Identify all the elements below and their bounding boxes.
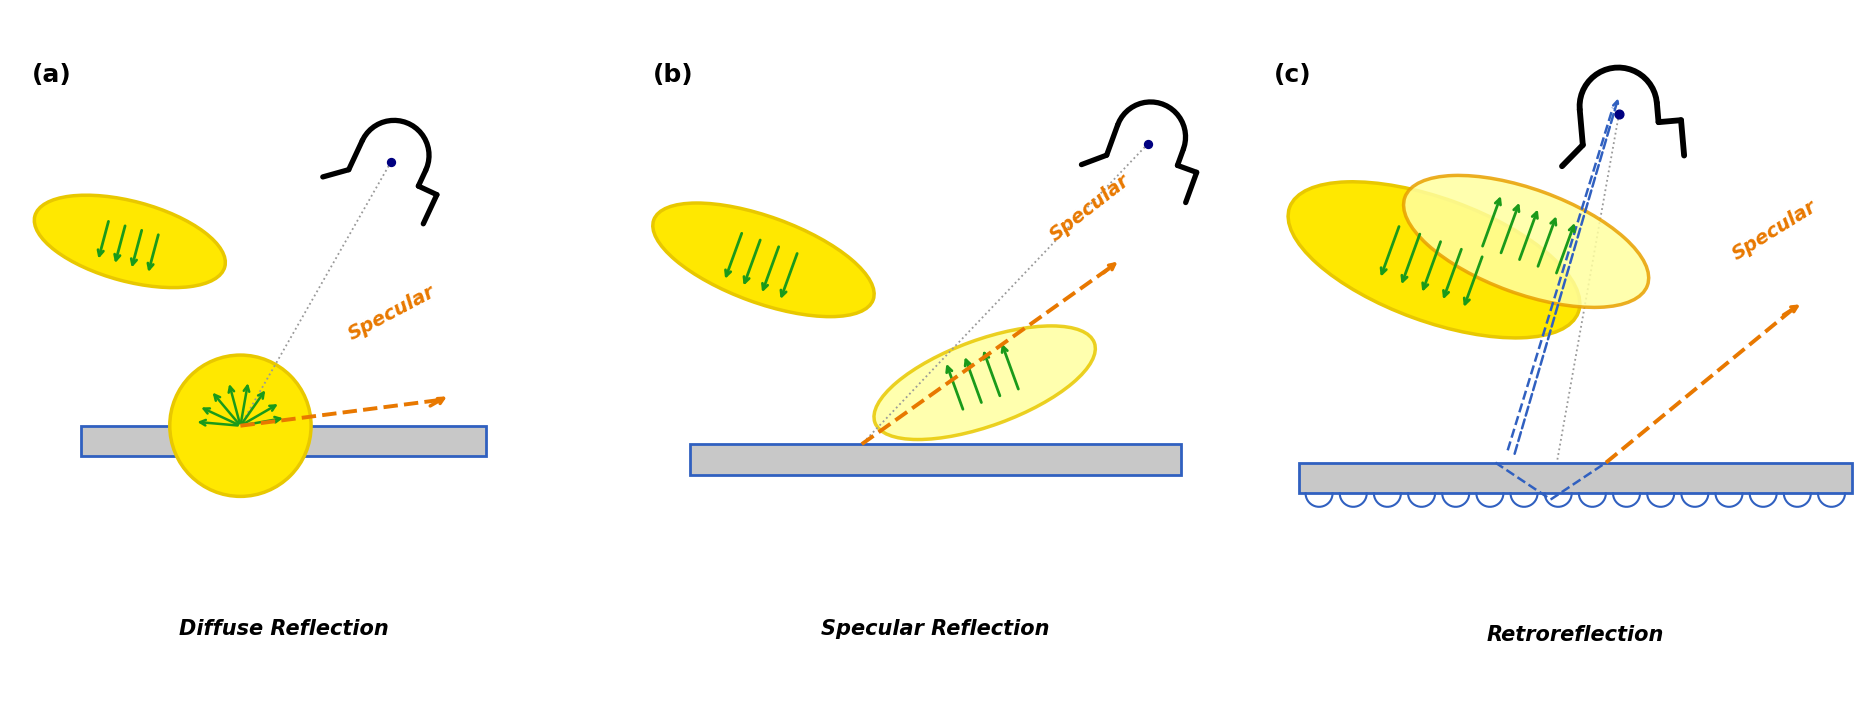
Ellipse shape bbox=[874, 326, 1095, 439]
Bar bbox=[80, 426, 486, 456]
Text: Retroreflection: Retroreflection bbox=[1487, 624, 1663, 645]
Ellipse shape bbox=[34, 195, 225, 288]
Text: (b): (b) bbox=[653, 63, 694, 87]
Text: Specular: Specular bbox=[1729, 197, 1820, 264]
Ellipse shape bbox=[653, 203, 874, 317]
Text: (a): (a) bbox=[32, 63, 71, 87]
Bar bbox=[1298, 463, 1852, 494]
Circle shape bbox=[170, 355, 311, 496]
Text: Specular Reflection: Specular Reflection bbox=[821, 619, 1050, 639]
Ellipse shape bbox=[1287, 182, 1579, 338]
Text: Specular: Specular bbox=[344, 282, 438, 344]
Bar bbox=[690, 444, 1181, 475]
Text: (c): (c) bbox=[1274, 63, 1312, 87]
Ellipse shape bbox=[1403, 175, 1648, 308]
Text: Diffuse Reflection: Diffuse Reflection bbox=[178, 619, 389, 639]
Text: Specular: Specular bbox=[1046, 171, 1134, 246]
